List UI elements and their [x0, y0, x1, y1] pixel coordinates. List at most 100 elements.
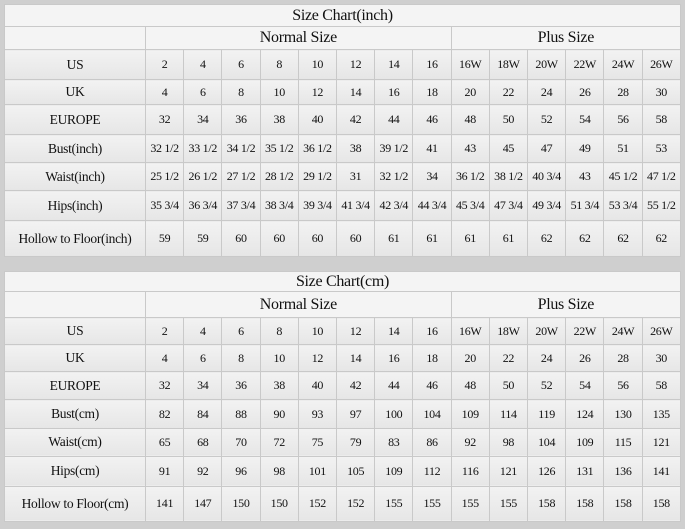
cell-value: 8	[259, 317, 299, 346]
cell-value: 131	[565, 455, 605, 487]
cell-value: 38	[336, 134, 376, 163]
cell-value: 97	[336, 399, 376, 429]
row-hollow-to-floor-cm: Hollow to Floor(cm) 141 147 150 150 152 152 155…	[4, 485, 682, 523]
cell-value: 40 3/4	[527, 162, 567, 191]
blank-corner	[4, 291, 146, 319]
cell-value: 150	[221, 485, 261, 523]
size-chart-inch: Size Chart(inch) Normal Size Plus Size US 2 4…	[4, 4, 682, 257]
cell-value: 40	[297, 104, 338, 135]
cell-value: 18W	[488, 317, 529, 346]
cell-value: 36	[221, 104, 261, 135]
cell-value: 44	[374, 104, 414, 135]
cell-value: 61	[450, 220, 490, 257]
cell-value: 62	[603, 220, 643, 257]
cell-value: 86	[412, 427, 452, 457]
cell-value: 155	[374, 485, 414, 523]
cell-value: 72	[259, 427, 299, 457]
cell-value: 155	[488, 485, 529, 523]
cell-value: 4	[144, 79, 185, 105]
cell-value: 14	[374, 317, 414, 346]
cell-value: 105	[336, 455, 376, 487]
cell-value: 38 1/2	[488, 162, 529, 191]
cell-value: 98	[259, 455, 299, 487]
cell-value: 28	[603, 344, 643, 373]
cell-value: 42	[336, 104, 376, 135]
cell-value: 39 1/2	[374, 134, 414, 163]
cell-value: 16	[374, 79, 414, 105]
cell-value: 56	[603, 371, 643, 401]
cell-value: 59	[144, 220, 185, 257]
cell-value: 31	[336, 162, 376, 191]
cell-value: 6	[183, 344, 223, 373]
cell-value: 10	[297, 49, 338, 80]
cell-value: 38	[259, 104, 299, 135]
cell-value: 62	[641, 220, 682, 257]
cell-value: 104	[412, 399, 452, 429]
cell-value: 6	[183, 79, 223, 105]
cell-value: 34	[412, 162, 452, 191]
cell-value: 18	[412, 79, 452, 105]
cell-value: 126	[527, 455, 567, 487]
cell-value: 10	[259, 344, 299, 373]
cell-value: 16	[412, 317, 452, 346]
chart-title: Size Chart(cm)	[4, 270, 681, 293]
cell-value: 50	[488, 371, 529, 401]
cell-value: 26	[565, 344, 605, 373]
cell-value: 60	[297, 220, 338, 257]
cell-value: 54	[565, 371, 605, 401]
cell-value: 135	[641, 399, 682, 429]
cell-value: 35 3/4	[144, 190, 185, 221]
cell-value: 38 3/4	[259, 190, 299, 221]
row-label: EUROPE	[4, 104, 146, 135]
cell-value: 28 1/2	[259, 162, 299, 191]
row-hips-cm: Hips(cm) 91 92 96 98 101 105 109 112 116 121 126 131…	[4, 455, 682, 487]
cell-value: 104	[527, 427, 567, 457]
row-label: Hips(cm)	[4, 455, 146, 487]
cell-value: 16W	[450, 49, 490, 80]
cell-value: 130	[603, 399, 643, 429]
cell-value: 32 1/2	[144, 134, 185, 163]
cell-value: 14	[336, 344, 376, 373]
row-label: UK	[4, 79, 146, 105]
blank-corner	[4, 26, 146, 50]
cell-value: 12	[297, 344, 338, 373]
cell-value: 98	[488, 427, 529, 457]
cell-value: 32	[144, 371, 185, 401]
cell-value: 8	[221, 344, 261, 373]
cell-value: 54	[565, 104, 605, 135]
row-waist-inch: Waist(inch) 25 1/2 26 1/2 27 1/2 28 1/2 29 1/…	[4, 162, 682, 191]
group-normal-size: Normal Size	[145, 26, 452, 50]
group-plus-size: Plus Size	[450, 26, 682, 50]
cell-value: 56	[603, 104, 643, 135]
cell-value: 51	[603, 134, 643, 163]
group-header-row: Normal Size Plus Size	[4, 26, 682, 50]
cell-value: 121	[488, 455, 529, 487]
cell-value: 18	[412, 344, 452, 373]
cell-value: 93	[297, 399, 338, 429]
cell-value: 4	[183, 49, 223, 80]
cell-value: 24W	[603, 49, 643, 80]
cell-value: 79	[336, 427, 376, 457]
cell-value: 109	[450, 399, 490, 429]
cell-value: 30	[641, 344, 682, 373]
cell-value: 60	[221, 220, 261, 257]
cell-value: 32	[144, 104, 185, 135]
cell-value: 141	[641, 455, 682, 487]
cell-value: 24	[527, 79, 567, 105]
cell-value: 114	[488, 399, 529, 429]
cell-value: 20W	[527, 317, 567, 346]
cell-value: 22W	[565, 317, 605, 346]
cell-value: 61	[488, 220, 529, 257]
cell-value: 12	[336, 317, 376, 346]
cell-value: 152	[297, 485, 338, 523]
cell-value: 49	[565, 134, 605, 163]
cell-value: 59	[183, 220, 223, 257]
row-uk: UK 4 6 8 10 12 14 16 18 20 22 24 26 28 30	[4, 344, 682, 373]
cell-value: 47	[527, 134, 567, 163]
cell-value: 41 3/4	[336, 190, 376, 221]
cell-value: 55 1/2	[641, 190, 682, 221]
cell-value: 141	[144, 485, 185, 523]
group-plus-size: Plus Size	[450, 291, 682, 319]
cell-value: 152	[336, 485, 376, 523]
cell-value: 119	[527, 399, 567, 429]
